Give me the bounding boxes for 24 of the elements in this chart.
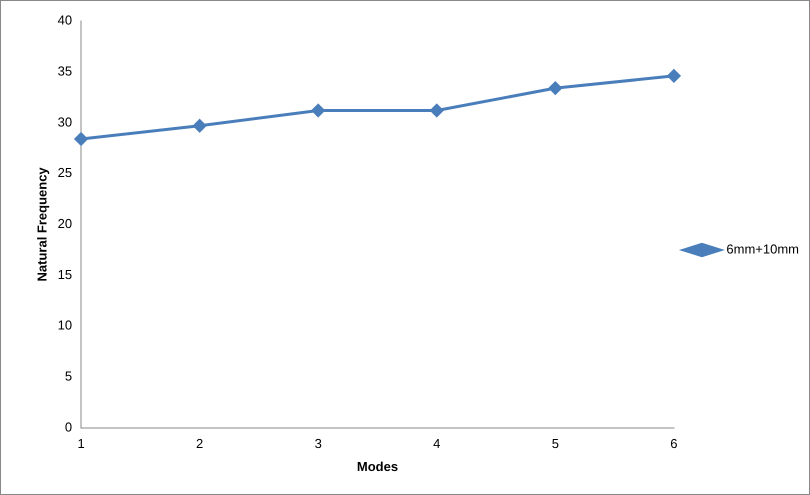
x-tick-label: 6 bbox=[670, 436, 678, 452]
point bbox=[74, 132, 88, 146]
y-tick-label: 10 bbox=[58, 318, 72, 333]
point bbox=[667, 69, 680, 82]
y-tick-label: 25 bbox=[58, 165, 72, 180]
x-tick-label: 2 bbox=[196, 436, 204, 452]
x-tick-label: 5 bbox=[552, 436, 559, 452]
x-tick-label: 3 bbox=[314, 436, 322, 452]
y-tick-label: 20 bbox=[58, 216, 72, 231]
point bbox=[548, 82, 562, 95]
point bbox=[312, 104, 325, 117]
y-tick-label: 35 bbox=[58, 63, 72, 78]
y-tick-label: 0 bbox=[64, 419, 72, 434]
point bbox=[193, 119, 206, 132]
y-tick-label: 30 bbox=[58, 114, 72, 130]
x-tick-label: 1 bbox=[77, 436, 85, 452]
y-tick-label: 40 bbox=[58, 12, 72, 28]
point bbox=[430, 104, 444, 117]
x-axis-title: Modes bbox=[356, 458, 398, 474]
x-tick-label: 4 bbox=[433, 436, 440, 452]
y-axis-title: Natural Frequency bbox=[34, 166, 50, 282]
y-tick-label: 5 bbox=[64, 368, 72, 384]
y-tick-label: 15 bbox=[58, 266, 72, 282]
legend-label: 6mm+10mm bbox=[726, 242, 800, 257]
